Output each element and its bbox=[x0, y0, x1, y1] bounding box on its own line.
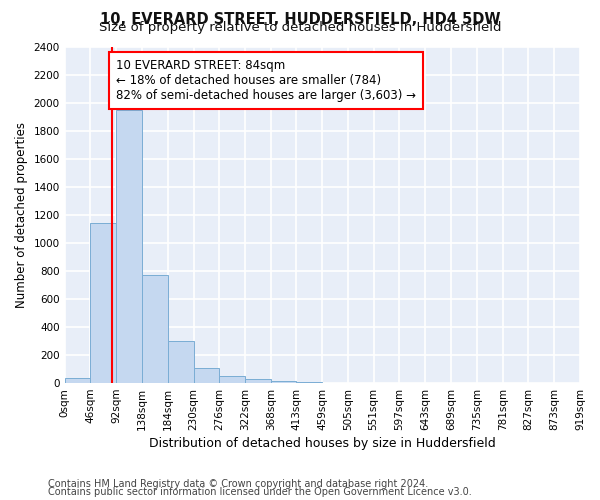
Bar bbox=[65, 378, 91, 383]
Bar bbox=[271, 381, 296, 383]
Text: Contains public sector information licensed under the Open Government Licence v3: Contains public sector information licen… bbox=[48, 487, 472, 497]
Bar bbox=[296, 382, 322, 383]
Y-axis label: Number of detached properties: Number of detached properties bbox=[15, 122, 28, 308]
Bar bbox=[116, 110, 142, 383]
Text: Size of property relative to detached houses in Huddersfield: Size of property relative to detached ho… bbox=[99, 22, 501, 35]
Bar bbox=[142, 275, 168, 383]
X-axis label: Distribution of detached houses by size in Huddersfield: Distribution of detached houses by size … bbox=[149, 437, 496, 450]
Bar bbox=[168, 341, 194, 383]
Text: 10, EVERARD STREET, HUDDERSFIELD, HD4 5DW: 10, EVERARD STREET, HUDDERSFIELD, HD4 5D… bbox=[100, 12, 500, 26]
Bar bbox=[220, 376, 245, 383]
Text: 10 EVERARD STREET: 84sqm
← 18% of detached houses are smaller (784)
82% of semi-: 10 EVERARD STREET: 84sqm ← 18% of detach… bbox=[116, 59, 416, 102]
Bar bbox=[194, 368, 220, 383]
Bar bbox=[91, 223, 116, 383]
Text: Contains HM Land Registry data © Crown copyright and database right 2024.: Contains HM Land Registry data © Crown c… bbox=[48, 479, 428, 489]
Bar bbox=[245, 379, 271, 383]
